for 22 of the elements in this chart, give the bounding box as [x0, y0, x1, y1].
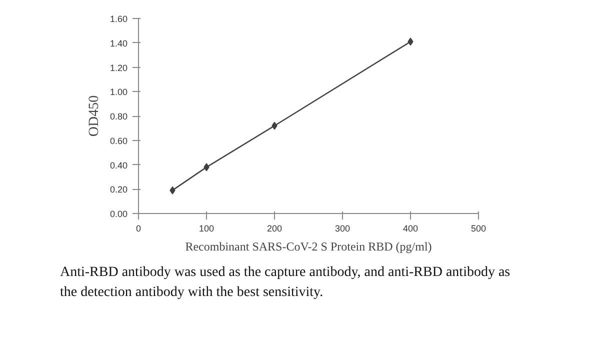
x-axis-title: Recombinant SARS-CoV-2 S Protein RBD (pg/ml): [185, 240, 432, 254]
y-tick-label: 0.00: [110, 209, 128, 219]
x-tick-label: 500: [470, 224, 486, 234]
y-tick-label: 0.40: [110, 160, 128, 170]
x-tick-label: 200: [266, 224, 282, 234]
y-axis-title: OD450: [86, 95, 102, 137]
y-tick-label: 1.00: [110, 87, 128, 98]
x-tick-label: 300: [334, 224, 350, 234]
y-tick-label: 0.80: [110, 112, 128, 122]
point: [204, 163, 210, 172]
y-tick-label: 1.20: [110, 62, 128, 73]
point: [170, 186, 176, 194]
y-tick-label: 0.60: [110, 136, 128, 146]
text: Anti-RBD antibody was used as the capture antibody, and anti-RBD antibody as the detection antibody with the best sensitivity.: [60, 264, 512, 302]
y-tick-label: 1.60: [110, 14, 128, 24]
x-tick-label: 100: [198, 224, 214, 234]
y-tick-label: 1.40: [110, 38, 128, 48]
point: [408, 38, 414, 46]
y-tick-label: 0.20: [110, 184, 128, 195]
x-tick-label: 0: [136, 224, 142, 234]
point: [272, 122, 278, 130]
x-tick-label: 400: [402, 224, 418, 234]
